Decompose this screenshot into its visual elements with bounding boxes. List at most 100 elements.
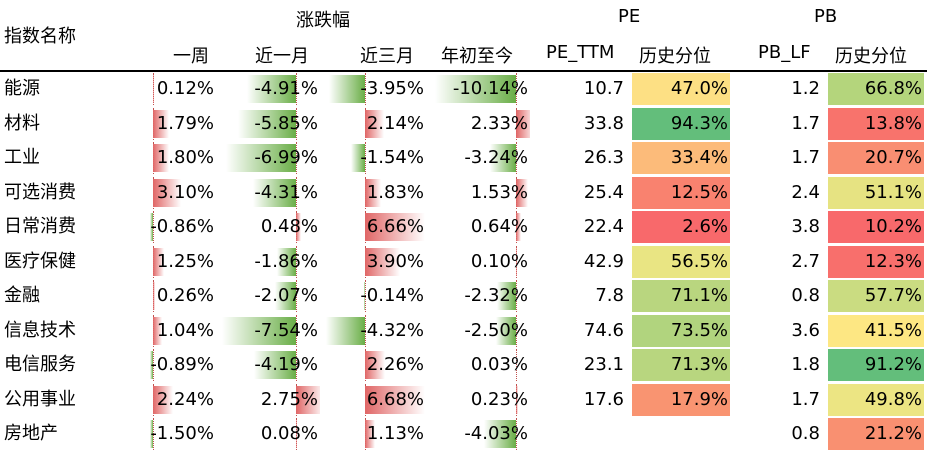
zero-axis-line [365,73,366,105]
index-name: 金融 [4,285,40,306]
change-value: -5.85% [254,112,318,134]
change-value: -4.19% [254,354,318,375]
data-bar [153,144,170,172]
zero-axis-line [296,73,297,105]
data-bar [246,75,296,103]
header-ytd: 年初至今 [441,46,513,67]
change-value: -0.86% [150,216,214,237]
cell-month: -5.85% [222,107,320,140]
data-bar [483,420,516,448]
header-index-name: 指数名称 [4,26,76,47]
pe-percentile-value: 12.5% [632,176,730,209]
pb-lf-value: 1.7 [791,147,820,168]
change-value: 3.10% [156,181,214,203]
pb-percentile-value: 13.8% [828,107,924,140]
header-pe-percentile: 历史分位 [639,46,711,67]
header-three-month: 近三月 [360,46,414,67]
index-name: 工业 [4,147,40,168]
pb-percentile-value: 41.5% [828,314,924,347]
change-value: 2.14% [366,112,424,134]
change-value: -3.24% [464,147,528,168]
cell-three-month: -3.95% [324,73,426,105]
pb-lf-value: 0.8 [791,285,820,306]
pe-percentile-value: 17.9% [632,383,730,416]
data-bar [296,385,320,414]
pb-percentile-value: 10.2% [828,211,924,243]
zero-axis-line [516,142,517,174]
cell-month: -7.54% [222,314,320,347]
pe-percentile-value: 73.5% [632,314,730,347]
index-name: 房地产 [4,423,58,444]
zero-axis-line [296,314,297,347]
pb-lf-value: 0.8 [791,423,820,444]
data-bar [434,75,516,103]
cell-month: 2.75% [222,383,320,416]
index-name: 电信服务 [4,354,76,375]
data-bar [365,351,386,379]
table-row: 电信服务 -0.89% -4.19% 2.26% 0.03% 23.1 71.3% 1.8 91… [0,348,927,382]
change-value: -0.89% [150,354,214,375]
pb-lf-value: 1.7 [791,388,820,410]
data-bar [296,213,301,241]
data-bar [365,213,425,241]
change-value: -1.54% [360,147,424,168]
data-bar [496,316,516,345]
data-bar [516,213,522,241]
table-row: 房地产 -1.50% 0.08% 1.13% -4.03% 0.8 21.2% [0,417,927,451]
change-value: -4.91% [254,78,318,99]
data-bar [153,385,174,414]
change-value: -1.86% [254,250,318,272]
data-bar [365,247,401,276]
pe-ttm-value: 23.1 [583,354,624,375]
data-bar [153,316,163,345]
zero-axis-line [153,349,154,381]
change-value: 0.08% [260,423,318,444]
data-bar [153,109,170,138]
data-bar [351,144,365,172]
cell-week: 1.80% [150,142,216,174]
index-name: 信息技术 [4,319,76,341]
cell-ytd: -2.50% [430,314,530,347]
pe-percentile-value: 47.0% [632,73,730,105]
data-bar [150,213,153,241]
cell-three-month: -4.32% [324,314,426,347]
cell-three-month: 2.14% [324,107,426,140]
zero-axis-line [365,280,366,312]
cell-three-month: 1.83% [324,176,426,209]
change-value: 1.25% [156,250,214,272]
data-bar [254,351,296,379]
cell-month: 0.48% [222,211,320,243]
cell-ytd: -2.32% [430,280,530,312]
header-change-group: 涨跌幅 [296,10,350,31]
data-bar [150,420,153,448]
pe-ttm-value: 26.3 [583,147,624,168]
change-value: 0.23% [470,388,528,410]
data-bar [490,144,516,172]
pe-ttm-value: 17.6 [583,388,624,410]
cell-ytd: 0.23% [430,383,530,416]
header-pe-ttm: PE_TTM [546,42,615,63]
change-value: 0.26% [156,285,214,306]
cell-ytd: 1.53% [430,176,530,209]
cell-week: 0.26% [150,280,216,312]
cell-month: -2.07% [222,280,320,312]
data-bar [516,109,530,138]
pb-lf-value: 2.7 [791,250,820,272]
change-value: 2.75% [260,388,318,410]
cell-three-month: 3.90% [324,245,426,278]
cell-ytd: -4.03% [430,418,530,450]
change-value: -7.54% [254,319,318,341]
index-name: 医疗保健 [4,250,76,272]
change-value: 6.66% [366,216,424,237]
index-name: 公用事业 [4,388,76,410]
zero-axis-line [516,349,517,381]
cell-three-month: 2.26% [324,349,426,381]
table-row: 日常消费 -0.86% 0.48% 6.66% 0.64% 22.4 2.6% 3.8 10.2… [0,210,927,244]
cell-three-month: 1.13% [324,418,426,450]
pe-percentile-value: 94.3% [632,107,730,140]
data-bar [296,420,297,448]
change-value: -1.50% [150,423,214,444]
header-divider [0,70,927,72]
pb-percentile-value: 57.7% [828,280,924,312]
